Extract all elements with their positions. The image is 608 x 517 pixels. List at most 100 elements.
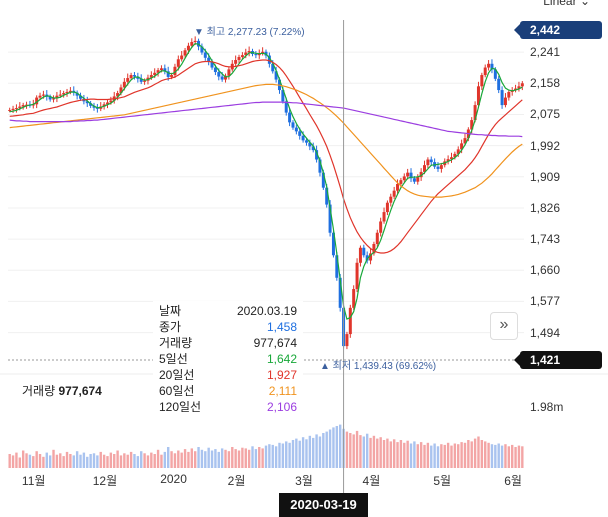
volume-bar	[55, 454, 59, 468]
candle-body	[109, 100, 113, 103]
candle-body	[234, 60, 238, 64]
volume-bar	[473, 438, 477, 468]
candle-body	[487, 63, 491, 68]
candle-body	[315, 150, 319, 160]
ma-line	[9, 83, 523, 198]
volume-bar	[227, 451, 231, 468]
candle-body	[267, 55, 271, 64]
candle-body	[55, 95, 59, 99]
volume-bar	[349, 433, 352, 468]
volume-bar	[220, 448, 224, 468]
candle-body	[288, 112, 292, 123]
candle-body	[365, 255, 369, 261]
candle-body	[271, 63, 275, 72]
candle-body	[52, 98, 56, 100]
volume-bar	[200, 449, 204, 468]
volume-bar	[332, 427, 335, 468]
candle-body	[11, 108, 15, 110]
scale-selector[interactable]: Linear ⌄	[543, 0, 590, 8]
info-row: 20일선 1,927	[159, 367, 297, 383]
volume-bar	[372, 435, 376, 468]
candle-body	[261, 51, 265, 54]
volume-bar	[140, 451, 143, 468]
volume-bar	[241, 447, 244, 468]
volume-bar	[396, 442, 399, 468]
volume-bar	[75, 451, 79, 468]
volume-bar	[433, 443, 436, 468]
volume-bar	[470, 441, 473, 468]
candle-body	[21, 105, 25, 107]
candle-body	[436, 166, 440, 169]
candle-body	[345, 334, 349, 347]
crosshair-date-pill: 2020-03-19	[279, 493, 368, 517]
candle-body	[132, 75, 136, 77]
volume-bar	[224, 449, 227, 468]
info-label: 거래량	[159, 336, 193, 350]
candle-body	[247, 51, 251, 53]
volume-bar	[514, 447, 517, 468]
candle-body	[183, 50, 187, 56]
volume-bar	[443, 444, 446, 468]
candle-body	[254, 54, 258, 56]
candle-body	[119, 87, 123, 94]
candle-body	[308, 142, 312, 147]
candle-body	[105, 102, 109, 105]
y-tick-label: 1,743	[530, 232, 561, 247]
candle-body	[149, 75, 153, 78]
volume-bar	[352, 434, 355, 468]
volume-bar	[288, 442, 291, 468]
candle-body	[318, 159, 322, 173]
y-tick-label: 1,660	[530, 263, 561, 278]
volume-bar	[301, 437, 305, 468]
volume-bar	[450, 445, 453, 468]
volume-bar	[45, 452, 48, 468]
volume-bar	[315, 434, 318, 468]
volume-bar	[207, 447, 210, 468]
volume-bar	[96, 455, 99, 468]
volume-bar	[345, 431, 349, 468]
candle-body	[449, 157, 453, 160]
volume-bar	[251, 446, 254, 468]
volume-bar	[261, 448, 264, 468]
candle-body	[298, 131, 302, 136]
candle-body	[291, 122, 295, 128]
volume-bar	[42, 456, 45, 468]
candle-body	[244, 52, 248, 56]
volume-bar	[237, 450, 241, 468]
candle-body	[156, 70, 160, 73]
candle-body	[8, 109, 12, 111]
volume-label-text: 거래량	[22, 384, 56, 398]
volume-bar	[359, 435, 362, 468]
volume-bar	[136, 456, 140, 468]
volume-bar	[143, 453, 146, 468]
volume-bar	[38, 454, 42, 468]
candle-body	[493, 69, 497, 79]
volume-bar	[392, 439, 396, 468]
expand-button[interactable]: »	[490, 312, 518, 340]
candle-body	[18, 106, 22, 109]
y-tick-label: 2,158	[530, 76, 561, 91]
volume-bar	[406, 440, 409, 468]
volume-bar	[170, 451, 173, 468]
volume-bar	[362, 436, 366, 468]
volume-bar	[497, 443, 500, 468]
candle-body	[281, 90, 285, 102]
candle-body	[224, 75, 228, 80]
volume-bar	[82, 452, 86, 468]
candle-body	[497, 78, 501, 91]
candle-body	[470, 120, 474, 130]
volume-bar	[173, 453, 177, 468]
volume-bar	[453, 443, 457, 468]
candle-body	[102, 104, 106, 107]
x-tick-label: 5월	[433, 474, 452, 488]
candle-body	[456, 149, 460, 154]
candle-body	[331, 232, 335, 256]
candle-body	[412, 178, 416, 182]
candle-body	[48, 96, 52, 100]
chevron-down-icon: ⌄	[579, 0, 590, 8]
volume-bar	[234, 449, 237, 468]
x-tick-label: 4월	[362, 474, 381, 488]
volume-bar	[274, 446, 278, 468]
